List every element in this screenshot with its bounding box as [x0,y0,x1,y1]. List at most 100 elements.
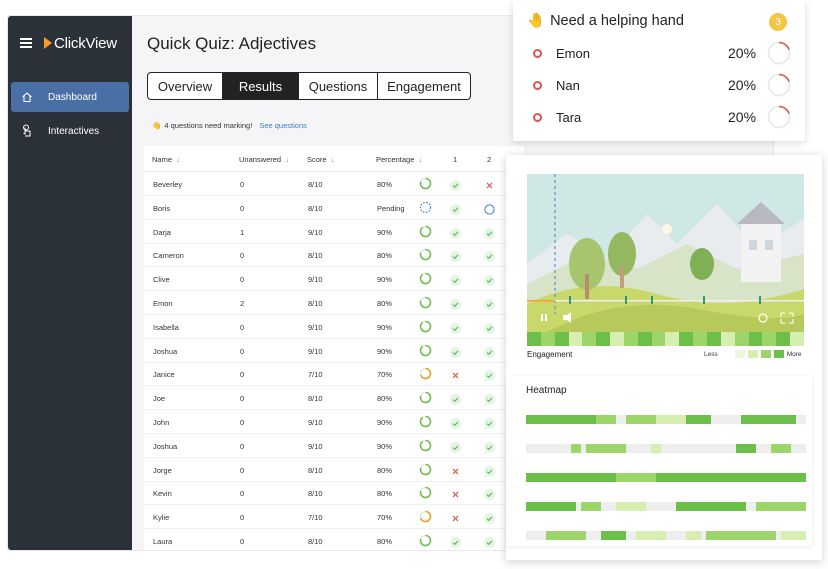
cell-percentage: 90% [377,346,393,356]
correct-icon[interactable] [450,202,461,215]
cell-score: 9/10 [308,322,323,332]
engagement-segment [554,332,569,346]
touch-icon [21,124,33,137]
cell-score: 8/10 [308,537,323,546]
clickview-logo-icon [44,37,52,49]
see-questions-link[interactable]: See questions [259,121,307,130]
correct-icon[interactable] [484,392,495,406]
correct-icon[interactable] [484,464,495,477]
table-row[interactable]: Kylie 0 7/10 70% [144,505,524,530]
sidebar-item-label: Dashboard [48,91,97,103]
heatmap-segment [676,502,746,511]
wrong-icon[interactable] [484,178,495,189]
wrong-icon[interactable] [450,511,461,522]
correct-icon[interactable] [484,487,495,501]
cell-score: 8/10 [308,489,323,499]
table-row[interactable]: Joe 0 8/10 80% [144,386,524,411]
correct-icon[interactable] [450,297,461,310]
cell-name: Cameron [153,251,184,261]
help-student-row[interactable]: Emon 20% [533,41,793,67]
heatmap-segment [526,473,806,482]
cell-unanswered: 0 [240,180,245,189]
status-dot-icon [533,49,542,58]
wrong-icon[interactable] [450,464,461,475]
column-header-name[interactable]: Name ↓ [152,155,181,164]
pending-icon[interactable] [484,202,495,215]
table-row[interactable]: Joshua 0 9/10 90% [144,434,524,458]
help-student-row[interactable]: Nan 20% [533,73,793,99]
correct-icon[interactable] [450,273,461,287]
correct-icon[interactable] [450,535,461,548]
engagement-legend: Less More [704,350,802,358]
column-header-q1[interactable]: 1 [453,155,458,164]
table-row[interactable]: Kevin 0 8/10 80% [144,481,524,506]
tab-overview[interactable]: Overview [148,73,223,99]
cell-name: Laura [153,537,173,546]
table-row[interactable]: Beverley 0 8/10 80% [144,172,524,196]
correct-icon[interactable] [484,321,495,334]
correct-icon[interactable] [450,249,461,263]
cell-unanswered: 0 [240,203,245,213]
help-student-percent: 20% [728,45,757,61]
progress-ring [419,415,432,428]
table-row[interactable]: John 0 9/10 90% [144,410,524,434]
column-header-percentage[interactable]: Percentage ↓ [376,155,423,164]
correct-icon[interactable] [484,511,495,525]
sidebar-item-dashboard[interactable]: Dashboard [11,82,129,112]
correct-icon[interactable] [450,321,461,334]
correct-icon[interactable] [450,416,461,429]
correct-icon[interactable] [450,226,461,239]
column-header-score[interactable]: Score ↓ [307,155,335,164]
help-student-name: Emon [556,46,590,61]
cell-percentage: 80% [377,180,393,189]
table-row[interactable]: Laura 0 8/10 80% [144,529,524,550]
cell-name: Beverley [153,180,183,189]
correct-icon[interactable] [484,535,495,548]
menu-icon[interactable] [20,38,32,48]
correct-icon[interactable] [484,416,495,429]
wrong-icon[interactable] [450,368,461,379]
table-row[interactable]: Cameron 0 8/10 80% [144,243,524,268]
heatmap-segment [706,531,776,540]
heatmap-segment [616,473,656,482]
correct-icon[interactable] [484,345,495,358]
video-frame [527,174,804,332]
video-player[interactable] [527,174,804,332]
sort-arrow-icon: ↓ [330,155,335,164]
correct-icon[interactable] [484,297,495,310]
column-header-q2[interactable]: 2 [487,155,492,164]
correct-icon[interactable] [450,178,461,191]
column-header-unanswered[interactable]: Unanswered ↓ [239,155,290,164]
table-row[interactable]: Joshua 0 9/10 90% [144,339,524,363]
correct-icon[interactable] [450,345,461,358]
wrong-icon[interactable] [450,487,461,498]
correct-icon[interactable] [484,368,495,382]
table-row[interactable]: Boris 0 8/10 Pending [144,196,524,220]
sort-arrow-icon: ↓ [176,155,181,164]
cell-score: 7/10 [308,370,323,380]
table-row[interactable]: Clive 0 9/10 90% [144,267,524,292]
correct-icon[interactable] [450,440,461,453]
correct-icon[interactable] [484,273,495,287]
correct-icon[interactable] [450,392,461,406]
tab-results[interactable]: Results [223,73,299,99]
table-row[interactable]: Janice 0 7/10 70% [144,362,524,387]
correct-icon[interactable] [484,226,495,239]
cell-score: 8/10 [308,180,323,189]
engagement-segment [596,332,611,346]
correct-icon[interactable] [484,249,495,263]
sidebar-item-interactives[interactable]: Interactives [11,116,129,146]
table-row[interactable]: Emon 2 8/10 80% [144,291,524,315]
table-row[interactable]: Darja 1 9/10 90% [144,220,524,244]
tab-engagement[interactable]: Engagement [387,78,461,94]
correct-icon[interactable] [484,440,495,453]
tab-questions[interactable]: Questions [299,73,378,99]
progress-ring [419,225,432,238]
cell-unanswered: 0 [240,465,245,475]
cell-percentage: 90% [377,227,393,237]
cell-percentage: 80% [377,537,393,546]
help-student-row[interactable]: Tara 20% [533,105,793,131]
heatmap-segment [686,531,701,540]
table-row[interactable]: Isabella 0 9/10 90% [144,315,524,339]
table-row[interactable]: Jorge 0 8/10 80% [144,458,524,482]
